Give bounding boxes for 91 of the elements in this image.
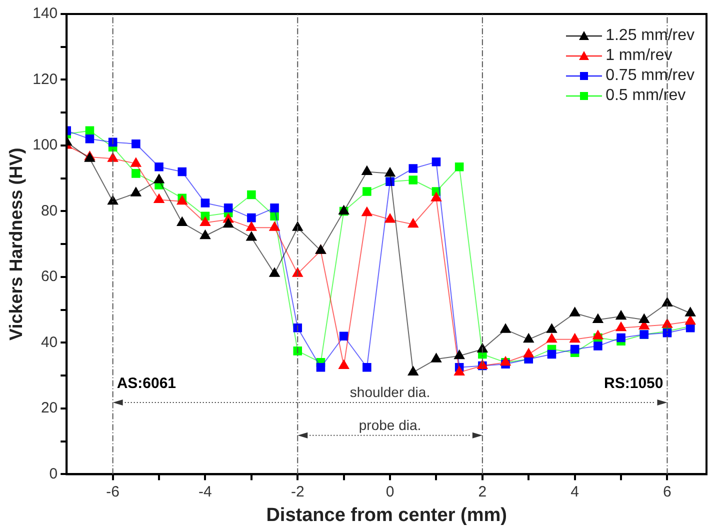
point — [384, 167, 396, 177]
y-tick-label: 120 — [32, 70, 58, 88]
point — [132, 169, 140, 178]
point — [430, 353, 442, 362]
legend-label: 1 mm/rev — [606, 46, 672, 66]
point — [269, 268, 280, 277]
point — [293, 346, 302, 356]
x-tick-label: 2 — [478, 483, 487, 500]
y-tick-label: 20 — [40, 400, 58, 417]
annotation: RS:1050 — [604, 375, 664, 392]
point — [176, 216, 188, 226]
point — [246, 232, 257, 241]
x-tick-label: -6 — [106, 483, 120, 500]
point — [454, 162, 464, 172]
x-tick-label: -4 — [198, 483, 212, 500]
annotation: shoulder dia. — [350, 384, 430, 402]
x-tick-label: 6 — [663, 483, 672, 500]
x-tick-label: 4 — [570, 483, 579, 500]
point — [408, 366, 418, 376]
point — [176, 195, 188, 205]
point — [108, 152, 118, 162]
point — [247, 213, 256, 222]
y-tick-label: 80 — [40, 202, 58, 220]
point — [616, 310, 626, 320]
y-tick-label: 100 — [32, 136, 58, 154]
x-tick-label: -2 — [290, 483, 304, 500]
annotation: AS:6061 — [116, 375, 176, 392]
point — [570, 333, 580, 343]
point — [200, 216, 210, 226]
point — [362, 166, 372, 176]
point — [454, 350, 465, 360]
point — [408, 176, 418, 184]
point — [500, 324, 511, 333]
point — [270, 204, 279, 212]
point — [547, 350, 556, 359]
point — [570, 307, 580, 316]
x-tick-label: 0 — [386, 483, 394, 500]
point — [224, 204, 233, 212]
point — [430, 192, 442, 202]
point — [454, 366, 465, 376]
point — [384, 213, 396, 223]
y-tick-label: 60 — [40, 268, 58, 286]
point — [84, 152, 95, 162]
point — [316, 362, 326, 372]
point — [616, 333, 626, 342]
point — [592, 314, 604, 323]
point — [592, 330, 604, 340]
point — [570, 344, 580, 354]
point — [223, 218, 234, 228]
point — [685, 307, 696, 316]
legend-label: 0.5 mm/rev — [606, 86, 686, 106]
point — [130, 158, 142, 167]
point — [362, 187, 372, 196]
point — [178, 167, 187, 176]
point — [200, 198, 210, 208]
point — [408, 218, 418, 228]
point — [246, 222, 257, 231]
x-axis-title: Distance from center (mm) — [266, 504, 507, 526]
point — [108, 195, 118, 205]
point — [638, 314, 650, 323]
point — [85, 134, 94, 144]
point — [685, 315, 696, 325]
point — [247, 190, 256, 200]
legend-label: 1.25 mm/rev — [606, 26, 694, 46]
point — [130, 187, 142, 196]
point — [362, 362, 372, 372]
point — [523, 333, 534, 343]
point — [154, 162, 164, 172]
point — [594, 342, 602, 350]
point — [546, 333, 557, 343]
point — [154, 194, 164, 203]
point — [616, 322, 626, 332]
y-axis-title: Vickers Hardness (HV) — [6, 148, 26, 340]
legend-label: 0.75 mm/rev — [606, 66, 694, 86]
point — [293, 324, 302, 332]
point — [408, 164, 418, 173]
point — [270, 212, 279, 221]
point — [200, 230, 210, 240]
point — [339, 332, 348, 341]
point — [338, 360, 350, 369]
point — [269, 222, 280, 231]
point — [154, 174, 164, 184]
point — [523, 348, 534, 358]
point — [546, 324, 557, 333]
y-tick-label: 40 — [40, 334, 58, 351]
annotation: probe dia. — [358, 417, 422, 434]
point — [362, 206, 372, 216]
point — [132, 139, 140, 148]
y-tick-label: 0 — [49, 465, 58, 482]
y-tick-label: 140 — [32, 5, 58, 22]
point — [432, 158, 441, 166]
